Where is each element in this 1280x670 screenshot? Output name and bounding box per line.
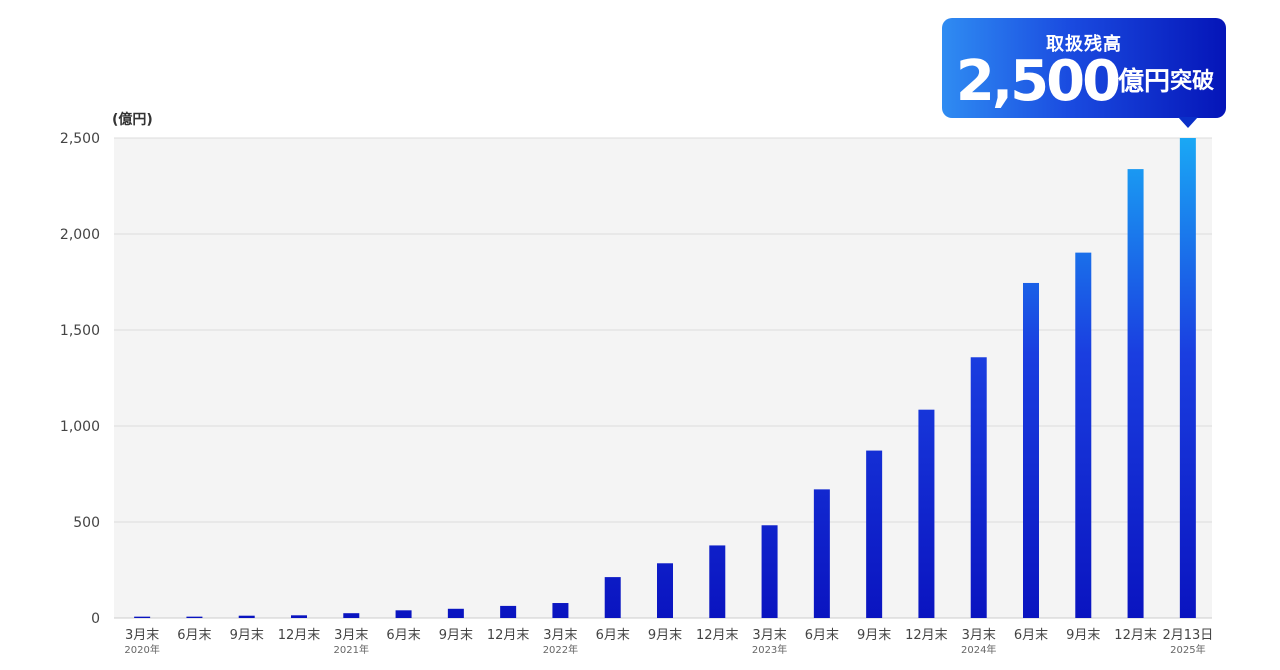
x-tick-label: 9月末 <box>1066 628 1100 643</box>
x-tick-label: 3月末 <box>334 628 368 643</box>
x-tick-label: 3月末 <box>752 628 786 643</box>
x-tick-label: 9月末 <box>230 628 264 643</box>
bar <box>657 563 673 618</box>
bar <box>761 525 778 618</box>
bar <box>291 615 307 618</box>
x-tick-label: 12月末 <box>905 628 948 643</box>
callout-suffix: 突破 <box>1170 69 1215 94</box>
x-tick-label: 12月末 <box>696 628 739 643</box>
total-balance-callout: 取扱残高 2,500億円突破 <box>942 18 1226 118</box>
callout-unit: 億円 <box>1118 67 1171 97</box>
x-tick-label: 9月末 <box>439 628 473 643</box>
plot-background <box>114 138 1212 618</box>
x-tick-label: 6月末 <box>177 628 211 643</box>
bar <box>604 577 621 618</box>
x-year-label: 2025年 <box>1170 643 1205 656</box>
y-tick-label: 1,000 <box>60 419 100 435</box>
bar <box>343 613 360 618</box>
y-tick-label: 2,500 <box>60 131 100 147</box>
y-tick-label: 500 <box>73 515 100 531</box>
x-tick-label: 12月末 <box>278 628 321 643</box>
x-year-label: 2024年 <box>961 643 996 656</box>
bar <box>866 450 883 618</box>
x-tick-label: 6月末 <box>1014 628 1048 643</box>
x-tick-label: 12月末 <box>487 628 530 643</box>
callout-pointer <box>1178 117 1198 128</box>
x-tick-label: 6月末 <box>386 628 420 643</box>
x-tick-label: 6月末 <box>596 628 630 643</box>
callout-label: 取扱残高 <box>1046 34 1122 55</box>
bars <box>134 138 1196 618</box>
bar <box>1023 282 1039 618</box>
bar <box>395 610 412 618</box>
bar <box>1075 252 1092 618</box>
x-year-label: 2023年 <box>752 643 787 656</box>
bar <box>238 615 255 618</box>
y-tick-label: 0 <box>91 611 100 627</box>
x-year-label: 2020年 <box>124 643 159 656</box>
callout-number: 2,500 <box>955 49 1121 114</box>
bar <box>500 605 517 618</box>
x-year-label: 2022年 <box>543 643 578 656</box>
x-tick-label: 3月末 <box>125 628 159 643</box>
bar <box>447 608 464 618</box>
bar <box>552 603 569 618</box>
bar <box>1127 169 1144 618</box>
y-axis-label: (億円) <box>112 111 153 128</box>
bar <box>1179 138 1196 618</box>
bar <box>813 489 830 618</box>
x-tick-label: 12月末 <box>1114 628 1157 643</box>
bar <box>970 357 987 618</box>
x-tick-label: 9月末 <box>857 628 891 643</box>
x-tick-label: 3月末 <box>962 628 996 643</box>
bar <box>709 545 726 618</box>
y-tick-label: 1,500 <box>60 323 100 339</box>
x-year-label: 2021年 <box>334 643 369 656</box>
x-tick-label: 9月末 <box>648 628 682 643</box>
x-tick-label: 2月13日 <box>1162 628 1213 643</box>
bar <box>186 616 203 618</box>
y-tick-label: 2,000 <box>60 227 100 243</box>
x-tick-label: 3月末 <box>543 628 577 643</box>
bar <box>134 616 151 618</box>
x-tick-label: 6月末 <box>805 628 839 643</box>
callout-value-row: 2,500億円突破 <box>954 52 1216 112</box>
y-axis-ticks: 0 500 1,000 1,500 2,000 2,500 <box>60 131 100 627</box>
bar <box>918 409 935 618</box>
